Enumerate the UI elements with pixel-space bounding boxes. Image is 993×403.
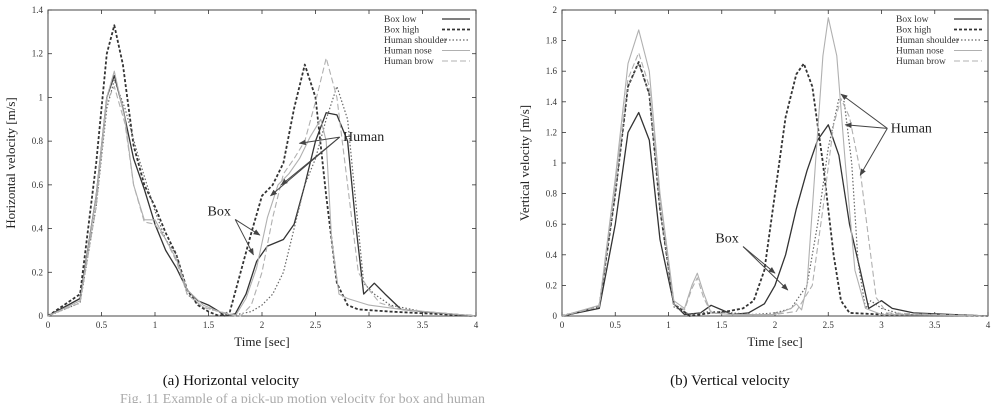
x-tick-label: 3: [367, 320, 372, 330]
x-tick-label: 1: [153, 320, 158, 330]
x-tick-label: 0.5: [96, 320, 108, 330]
y-tick-label: 0.4: [32, 224, 44, 234]
x-tick-label: 0: [560, 320, 565, 330]
annotation-arrow: [270, 136, 340, 197]
x-tick-label: 0.5: [610, 320, 622, 330]
series-line-human-brow: [561, 52, 989, 317]
legend-label: Box low: [384, 15, 417, 25]
x-axis-label: Time [sec]: [747, 334, 803, 349]
series-line-human-brow: [47, 57, 477, 317]
x-tick-label: 2: [260, 320, 265, 330]
x-tick-label: 1: [666, 320, 671, 330]
y-axis-label: Horizontal velocity [m/s]: [3, 97, 18, 228]
x-tick-label: 2.5: [310, 320, 322, 330]
chart-vertical-velocity: (b) Vertical velocity 0 0.5 1 1.5 2 2.5 3 3.5 4 0…: [517, 5, 991, 389]
x-tick-label: 4: [986, 320, 991, 330]
figure-caption-cut-off: Fig. 11 Example of a pick-up motion velo…: [120, 392, 485, 403]
y-tick-label: 0.8: [546, 189, 558, 199]
x-tick-label: 1.5: [203, 320, 215, 330]
x-tick-label: 1.5: [716, 320, 728, 330]
annotation-arrow: [840, 93, 888, 129]
series-line-box-high: [47, 24, 477, 317]
annotation-arrow: [859, 128, 888, 176]
annotation-arrow: [742, 246, 776, 274]
annotation-arrow: [298, 136, 340, 146]
x-tick-label: 3: [879, 320, 884, 330]
x-tick-label: 2.5: [823, 320, 835, 330]
y-tick-label: 1.2: [546, 127, 557, 137]
y-tick-label: 0.2: [32, 267, 43, 277]
y-tick-label: 0: [553, 311, 558, 321]
y-tick-label: 1.8: [546, 36, 558, 46]
x-tick-label: 2: [773, 320, 778, 330]
y-tick-label: 1.4: [546, 97, 558, 107]
annotation-box: Box: [715, 232, 738, 247]
series-line-human-nose: [47, 70, 477, 317]
y-tick-label: 0.8: [32, 136, 44, 146]
y-tick-label: 0.2: [546, 280, 557, 290]
annotation-human: Human: [891, 121, 932, 136]
legend-label: Box high: [896, 26, 931, 36]
y-axis-label: Vertical velocity [m/s]: [517, 105, 532, 221]
annotation-arrow: [844, 122, 888, 129]
annotation-arrow: [234, 219, 254, 256]
y-tick-label: 0: [39, 311, 44, 321]
annotation-box: Box: [208, 204, 231, 219]
y-tick-label: 1.6: [546, 66, 558, 76]
series-line-box-low: [47, 74, 477, 317]
x-tick-label: 4: [474, 320, 479, 330]
legend-label: Human nose: [384, 47, 432, 57]
x-tick-label: 0: [46, 320, 51, 330]
y-tick-label: 1.2: [32, 49, 43, 59]
legend-label: Human shoulder: [384, 36, 448, 46]
y-tick-label: 1: [553, 158, 558, 168]
legend-label: Box low: [896, 15, 929, 25]
x-tick-label: 3.5: [417, 320, 429, 330]
legend-label: Box high: [384, 26, 419, 36]
chart-horizontal-velocity: (a) Horizontal velocity 0 0.5 1 1.5 2 2.5 3 3.5…: [3, 5, 479, 389]
series-line-box-high: [561, 61, 989, 317]
y-tick-label: 1.4: [32, 5, 44, 15]
series-line-human-shoulder: [47, 79, 477, 317]
x-axis-label: Time [sec]: [234, 334, 290, 349]
chart-caption: (a) Horizontal velocity: [163, 373, 300, 389]
annotation-arrow: [234, 219, 261, 236]
legend-label: Human shoulder: [896, 36, 960, 46]
series-line-human-shoulder: [561, 62, 989, 317]
annotation-arrow: [742, 246, 789, 291]
legend-label: Human nose: [896, 47, 944, 57]
x-tick-label: 3.5: [929, 320, 941, 330]
annotation-human: Human: [343, 130, 384, 145]
chart-caption: (b) Vertical velocity: [670, 373, 790, 389]
y-tick-label: 0.6: [32, 180, 44, 190]
series-line-box-low: [561, 111, 989, 317]
y-tick-label: 0.6: [546, 219, 558, 229]
y-tick-label: 0.4: [546, 250, 558, 260]
y-tick-label: 1: [39, 92, 44, 102]
legend-label: Human brow: [896, 57, 946, 67]
y-tick-label: 2: [553, 5, 558, 15]
legend-label: Human brow: [384, 57, 434, 67]
